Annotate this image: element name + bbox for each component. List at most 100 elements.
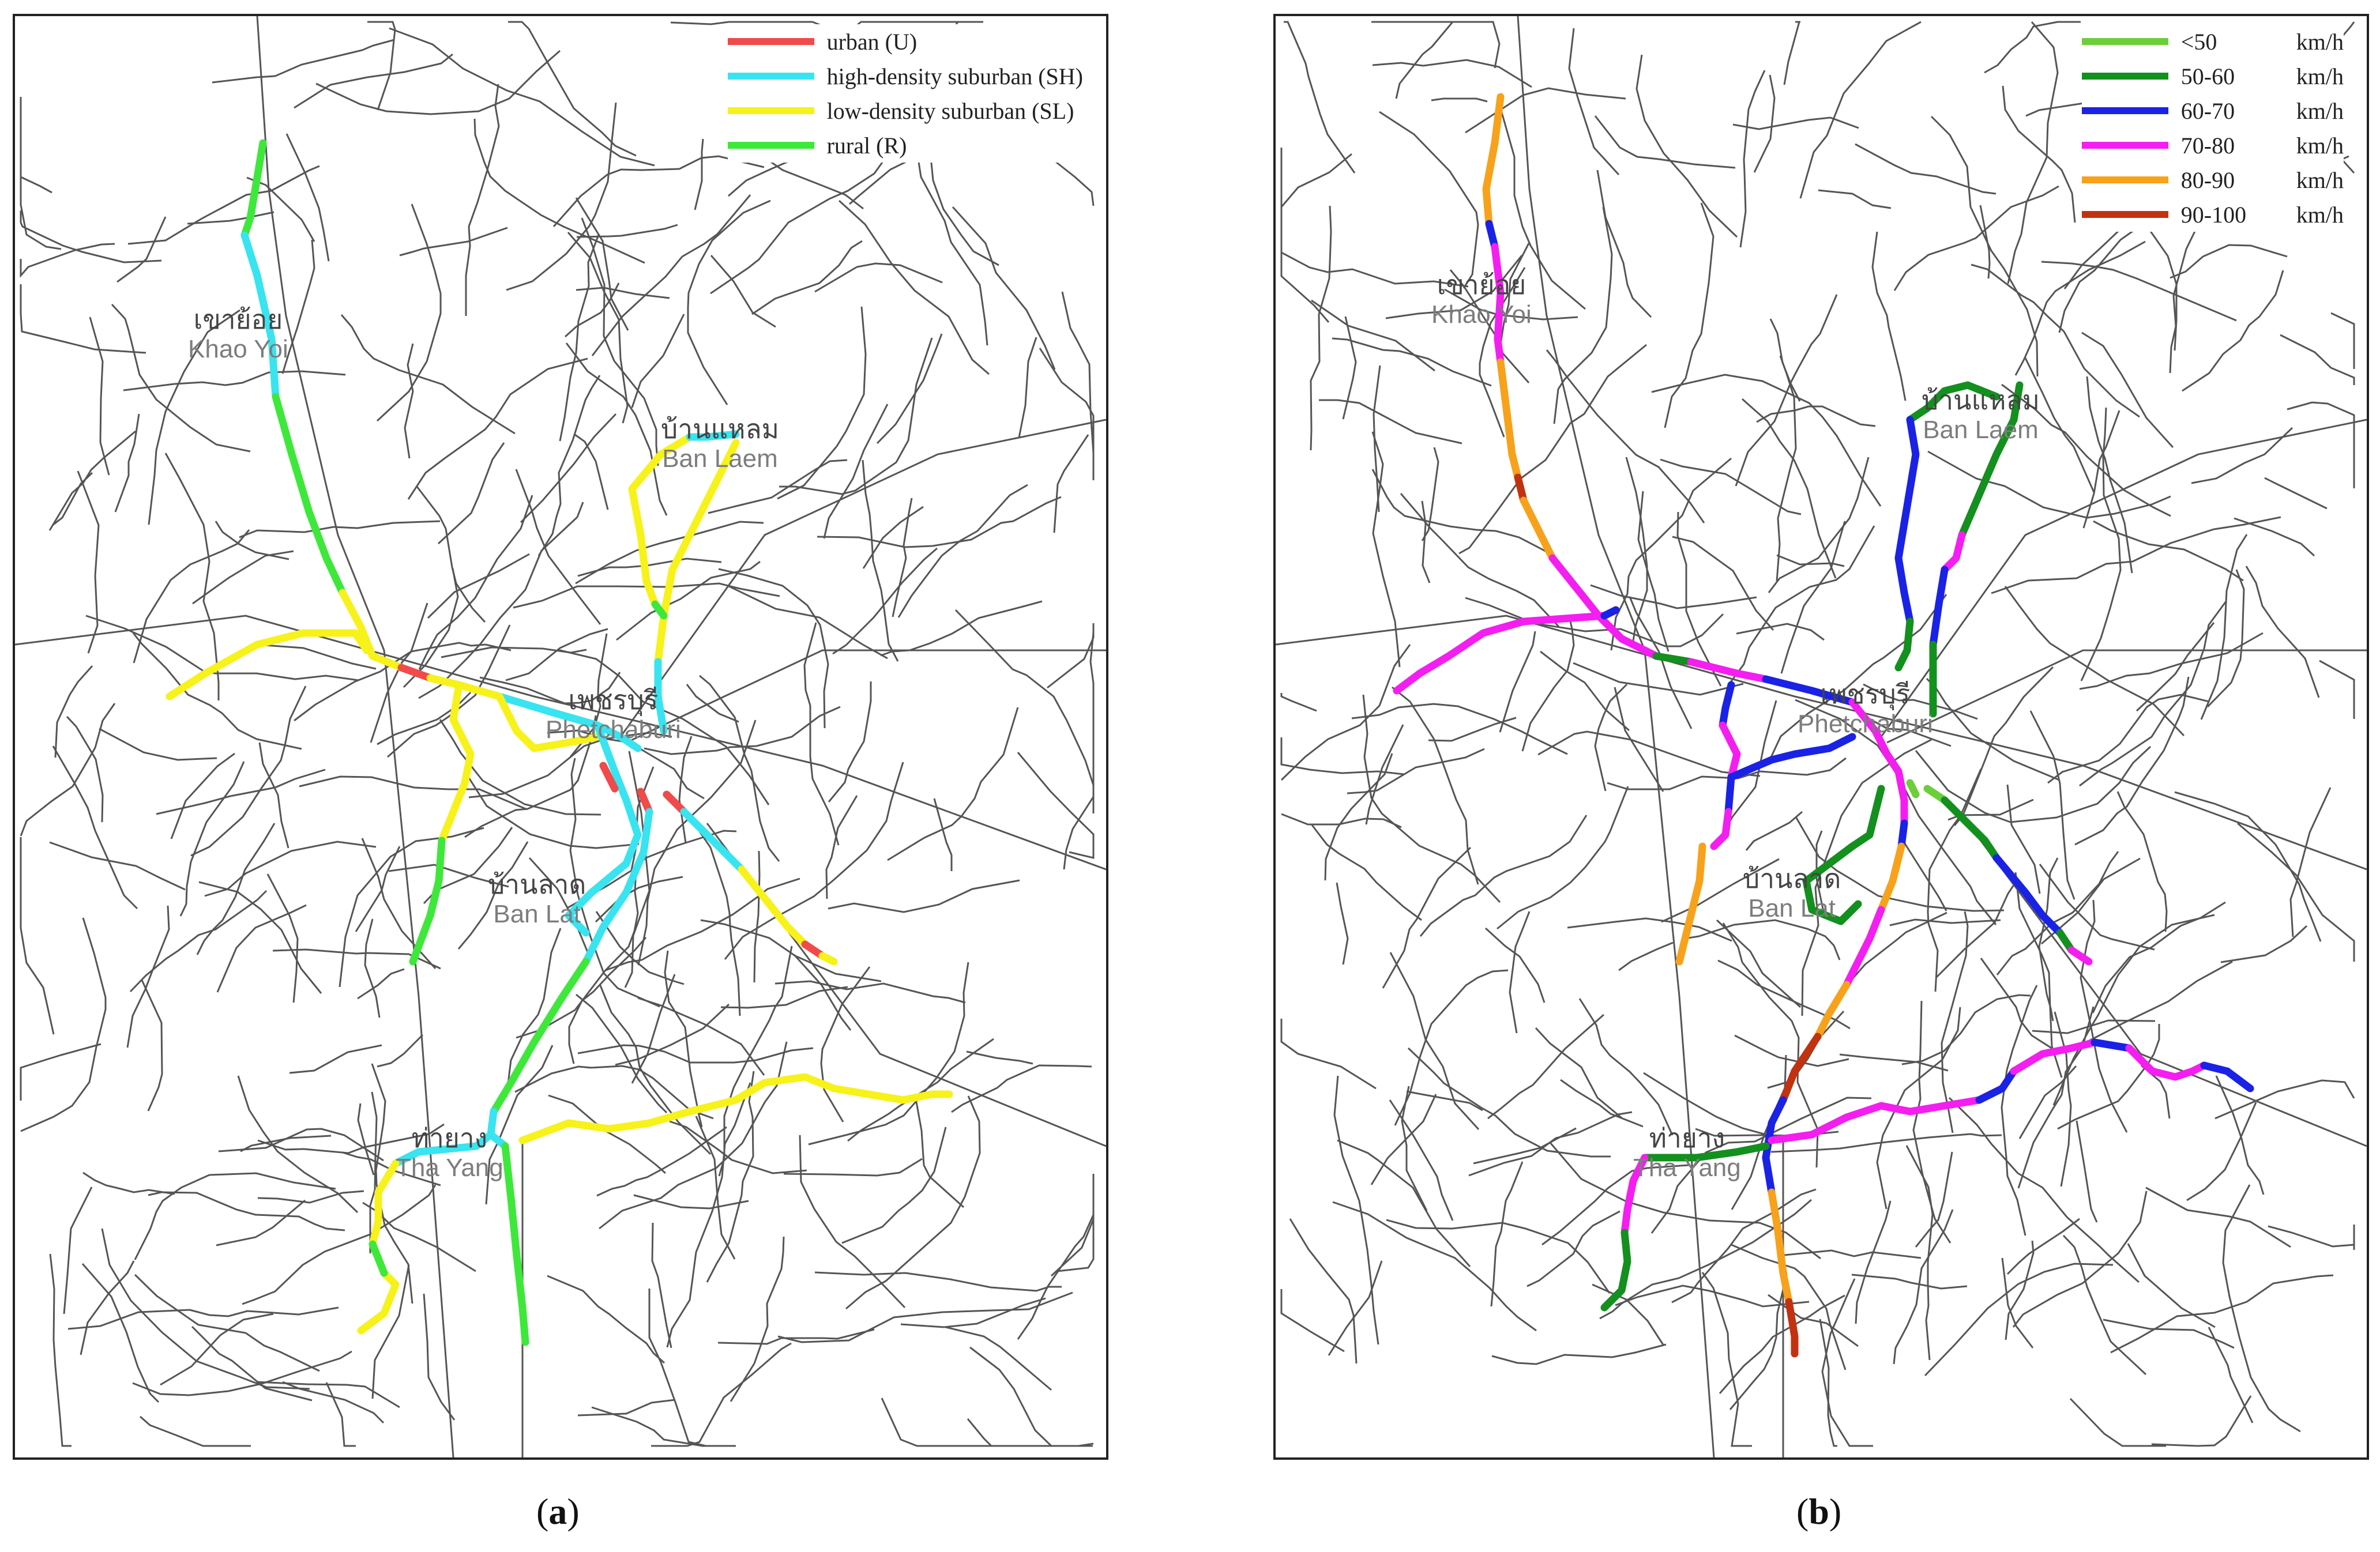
arterial-road	[15, 615, 1106, 871]
base-road	[2220, 925, 2308, 963]
base-road	[1625, 457, 1648, 645]
base-road	[156, 769, 326, 815]
base-road	[2280, 334, 2355, 385]
base-road	[1499, 631, 1536, 733]
base-road	[933, 798, 953, 871]
base-road	[1458, 344, 1647, 555]
base-road	[2081, 332, 2174, 449]
map-panel-a: urban (U) high-density suburban (SH) low…	[13, 14, 1108, 1460]
route-speed-70-80-trunk-2	[1687, 658, 1770, 683]
base-road	[817, 496, 1062, 548]
base-road	[1799, 21, 1922, 199]
base-road	[2007, 21, 2059, 284]
base-road	[777, 1291, 1073, 1343]
classified-routes	[166, 139, 953, 1346]
base-road	[289, 1044, 382, 1074]
base-road	[1017, 752, 1095, 844]
base-road	[706, 1071, 755, 1283]
base-road	[2206, 569, 2245, 708]
base-road	[2222, 1184, 2301, 1433]
place-thai: ท่ายาง	[1649, 1122, 1725, 1154]
base-road	[1567, 917, 1732, 942]
place-latin: Ban Laem	[1923, 415, 2039, 444]
base-road	[1756, 405, 1876, 427]
route-speed-70-80-khaoyoi	[1491, 243, 1505, 366]
base-road	[505, 628, 608, 681]
base-road	[299, 775, 528, 811]
base-road	[2038, 857, 2059, 1022]
base-road	[1392, 686, 1479, 885]
legend-swatch-low-density-suburban	[727, 107, 814, 114]
base-road	[1342, 316, 1357, 420]
base-road	[1394, 969, 1509, 1126]
base-road	[651, 1222, 672, 1348]
route-speed-60-70-north	[1485, 220, 1499, 251]
route-speed-50-60-banlaem-2	[1958, 381, 2024, 539]
base-road	[160, 1313, 274, 1386]
legend-item-urban: urban (U)	[727, 24, 1083, 59]
place-thai: บ้านแหลม	[661, 413, 779, 444]
route-sh-se	[680, 808, 746, 873]
base-road	[1904, 843, 1947, 911]
base-road	[1319, 399, 1462, 444]
base-road	[1371, 469, 1546, 552]
base-road	[1332, 1201, 1537, 1332]
base-road	[559, 234, 600, 442]
base-road	[506, 102, 617, 291]
route-sl-west	[166, 629, 371, 700]
base-road	[239, 520, 441, 538]
base-road	[616, 560, 761, 641]
base-road	[1941, 911, 1969, 1133]
base-road	[20, 284, 146, 354]
base-road	[1465, 87, 1626, 134]
base-road	[1855, 1200, 1892, 1324]
base-road	[404, 343, 414, 459]
base-road	[473, 118, 645, 264]
base-road	[966, 1050, 1033, 1065]
route-urban-west	[397, 664, 434, 682]
base-road	[123, 370, 346, 391]
base-road	[2047, 694, 2210, 784]
base-road	[845, 1095, 981, 1310]
legend-swatch-60-70	[2081, 107, 2168, 114]
base-road	[753, 850, 761, 983]
base-road	[1541, 1164, 1689, 1246]
base-road	[1594, 683, 1628, 792]
base-road	[2076, 1120, 2098, 1223]
base-road	[1599, 1199, 1812, 1320]
route-speed-60-70-center	[1762, 675, 1856, 706]
route-speed-80-90-loop	[1675, 842, 1706, 966]
route-sl-trunk	[339, 589, 405, 672]
base-road	[615, 1003, 730, 1066]
base-road	[1311, 299, 1435, 372]
place-latin: Khao Yoi	[1431, 300, 1532, 329]
base-road	[2002, 85, 2076, 223]
route-speed-50-60-trunk	[1652, 652, 1695, 666]
route-sh-thayang	[392, 1108, 498, 1167]
base-road	[537, 375, 601, 556]
base-road	[887, 707, 1019, 861]
base-road	[892, 498, 913, 617]
base-road	[1428, 717, 1517, 742]
base-road	[1731, 1244, 1847, 1370]
route-speed-70-80-center-s-2	[1843, 906, 1885, 989]
route-sh-khaoyoi	[240, 231, 280, 401]
base-road	[427, 553, 530, 619]
place-thai: เขาย้อย	[1437, 269, 1526, 300]
place-latin: Tha Yang	[1633, 1153, 1741, 1182]
speed-routes	[1393, 93, 2254, 1358]
base-road	[399, 227, 508, 257]
base-road	[631, 974, 676, 1084]
base-road	[1893, 185, 2059, 291]
base-road	[1770, 1133, 2002, 1153]
base-road	[1280, 153, 1352, 226]
arterial-road	[1276, 615, 2367, 871]
place-label-khao-yoi: เขาย้อย Khao Yoi	[188, 304, 288, 364]
route-rural-banlaem	[651, 600, 668, 620]
base-road	[134, 1172, 336, 1260]
base-road	[367, 21, 396, 111]
route-speed-80-90-khaoyoi	[1497, 358, 1522, 481]
base-road	[1509, 911, 1531, 1034]
base-road	[80, 1260, 135, 1355]
base-road	[686, 684, 739, 723]
